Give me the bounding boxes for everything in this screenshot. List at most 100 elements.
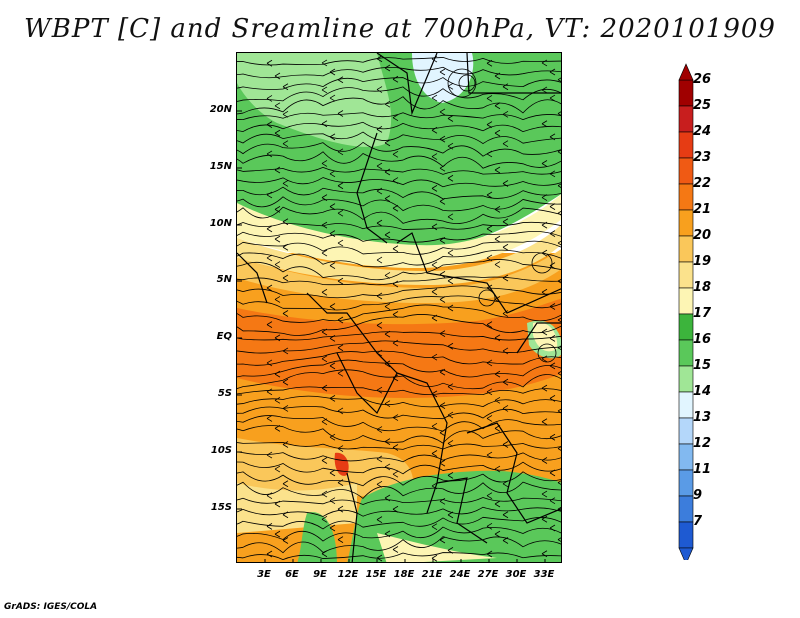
field-band-light-orange <box>237 249 561 303</box>
streamline-vortex <box>458 74 476 92</box>
streamline-arrow <box>321 328 328 336</box>
streamline-arrow <box>439 402 446 409</box>
streamline-arrow <box>447 277 454 285</box>
streamline-arrow <box>486 359 493 367</box>
streamline-arrow <box>502 310 509 317</box>
streamline-arrow <box>541 457 548 464</box>
streamline-arrow <box>549 524 556 532</box>
streamline-arrow <box>376 426 383 433</box>
streamline-arrow <box>321 550 328 558</box>
streamline-arrow <box>337 536 344 543</box>
lon-label: 27E <box>477 569 499 580</box>
country-border <box>396 232 561 314</box>
streamline <box>237 186 561 200</box>
streamline-arrow <box>337 239 344 247</box>
streamline-arrow <box>266 121 273 128</box>
colorbar-swatch <box>678 79 694 107</box>
streamline-arrow <box>329 230 336 237</box>
lat-label: 20N <box>209 104 232 115</box>
streamline-arrow <box>439 237 446 244</box>
lat-label: 10S <box>210 445 232 456</box>
lon-label: 15E <box>365 569 387 580</box>
streamline-arrow <box>557 408 561 414</box>
streamline-arrow <box>431 422 438 430</box>
streamline <box>237 295 561 311</box>
streamline-arrow <box>376 554 383 562</box>
streamline-arrow <box>557 183 561 188</box>
streamline-arrow <box>384 360 391 368</box>
streamline-arrow <box>502 274 509 282</box>
streamline-arrow <box>431 223 438 231</box>
streamline <box>237 131 561 145</box>
lon-label: 33E <box>533 569 555 580</box>
streamline-arrow <box>502 180 509 187</box>
streamline-arrow <box>337 209 344 217</box>
streamline <box>237 304 561 323</box>
colorbar-swatch <box>678 157 694 185</box>
streamline-arrow <box>392 505 399 513</box>
streamline <box>237 340 561 354</box>
streamline <box>237 230 561 243</box>
streamline-arrow <box>321 249 328 257</box>
streamline-arrow <box>282 243 289 251</box>
colorbar-swatch <box>678 287 694 315</box>
streamline-arrow <box>384 530 391 538</box>
streamline-arrow <box>376 292 383 300</box>
streamline-arrow <box>266 451 273 459</box>
streamline-arrow <box>486 95 493 102</box>
country-border <box>356 132 388 244</box>
streamline-arrow <box>321 194 328 201</box>
streamline-arrow <box>541 221 548 229</box>
streamline-arrow <box>266 95 273 102</box>
streamline-arrow <box>447 174 454 182</box>
streamline-arrow <box>321 355 328 363</box>
colorbar-swatch <box>678 521 694 549</box>
streamline-arrow <box>274 261 281 268</box>
streamline-arrow <box>541 550 548 558</box>
streamline-arrow <box>502 537 509 544</box>
streamline-arrow <box>486 121 493 128</box>
streamline-arrow <box>549 203 556 210</box>
lon-label: 21E <box>421 569 443 580</box>
country-border <box>466 53 561 94</box>
colorbar-label: 23 <box>693 150 712 165</box>
colorbar-label: 13 <box>693 410 712 425</box>
streamline-arrow <box>321 418 328 426</box>
streamline-arrow <box>282 347 289 355</box>
colorbar-top-arrow <box>678 63 694 81</box>
field-band-green-sw <box>297 512 337 562</box>
streamlines <box>237 55 561 562</box>
colorbar-swatch <box>678 391 694 419</box>
streamline-arrow <box>439 296 446 303</box>
streamline-arrow <box>557 111 561 116</box>
colorbar-label: 12 <box>693 436 712 451</box>
streamline-arrow <box>266 150 273 158</box>
streamline-arrow <box>392 546 399 553</box>
streamline-arrow <box>541 194 548 201</box>
streamline-arrow <box>486 225 493 233</box>
colorbar-graphic <box>678 63 694 560</box>
streamline-arrow <box>486 388 493 396</box>
streamline-arrow <box>494 334 501 342</box>
lon-label: 12E <box>337 569 359 580</box>
lon-label: 6E <box>285 569 299 580</box>
streamline <box>237 151 561 169</box>
streamline-arrow <box>266 550 273 558</box>
streamline-arrow <box>486 321 493 328</box>
streamline-arrow <box>486 150 493 158</box>
lon-label: 9E <box>313 569 327 580</box>
streamline <box>237 166 561 175</box>
colorbar-label: 26 <box>693 72 712 87</box>
streamline <box>237 451 561 463</box>
streamline <box>237 276 561 286</box>
streamline-arrow <box>502 218 509 226</box>
streamline-arrow <box>282 310 289 317</box>
streamline-arrow <box>557 278 561 284</box>
streamline-arrow <box>392 280 399 288</box>
streamline-arrow <box>329 303 336 310</box>
streamline-arrow <box>502 441 509 448</box>
streamline-arrow <box>266 415 273 422</box>
streamline-arrow <box>439 536 446 544</box>
streamline-arrow <box>549 335 556 342</box>
streamline-arrow <box>541 160 548 167</box>
